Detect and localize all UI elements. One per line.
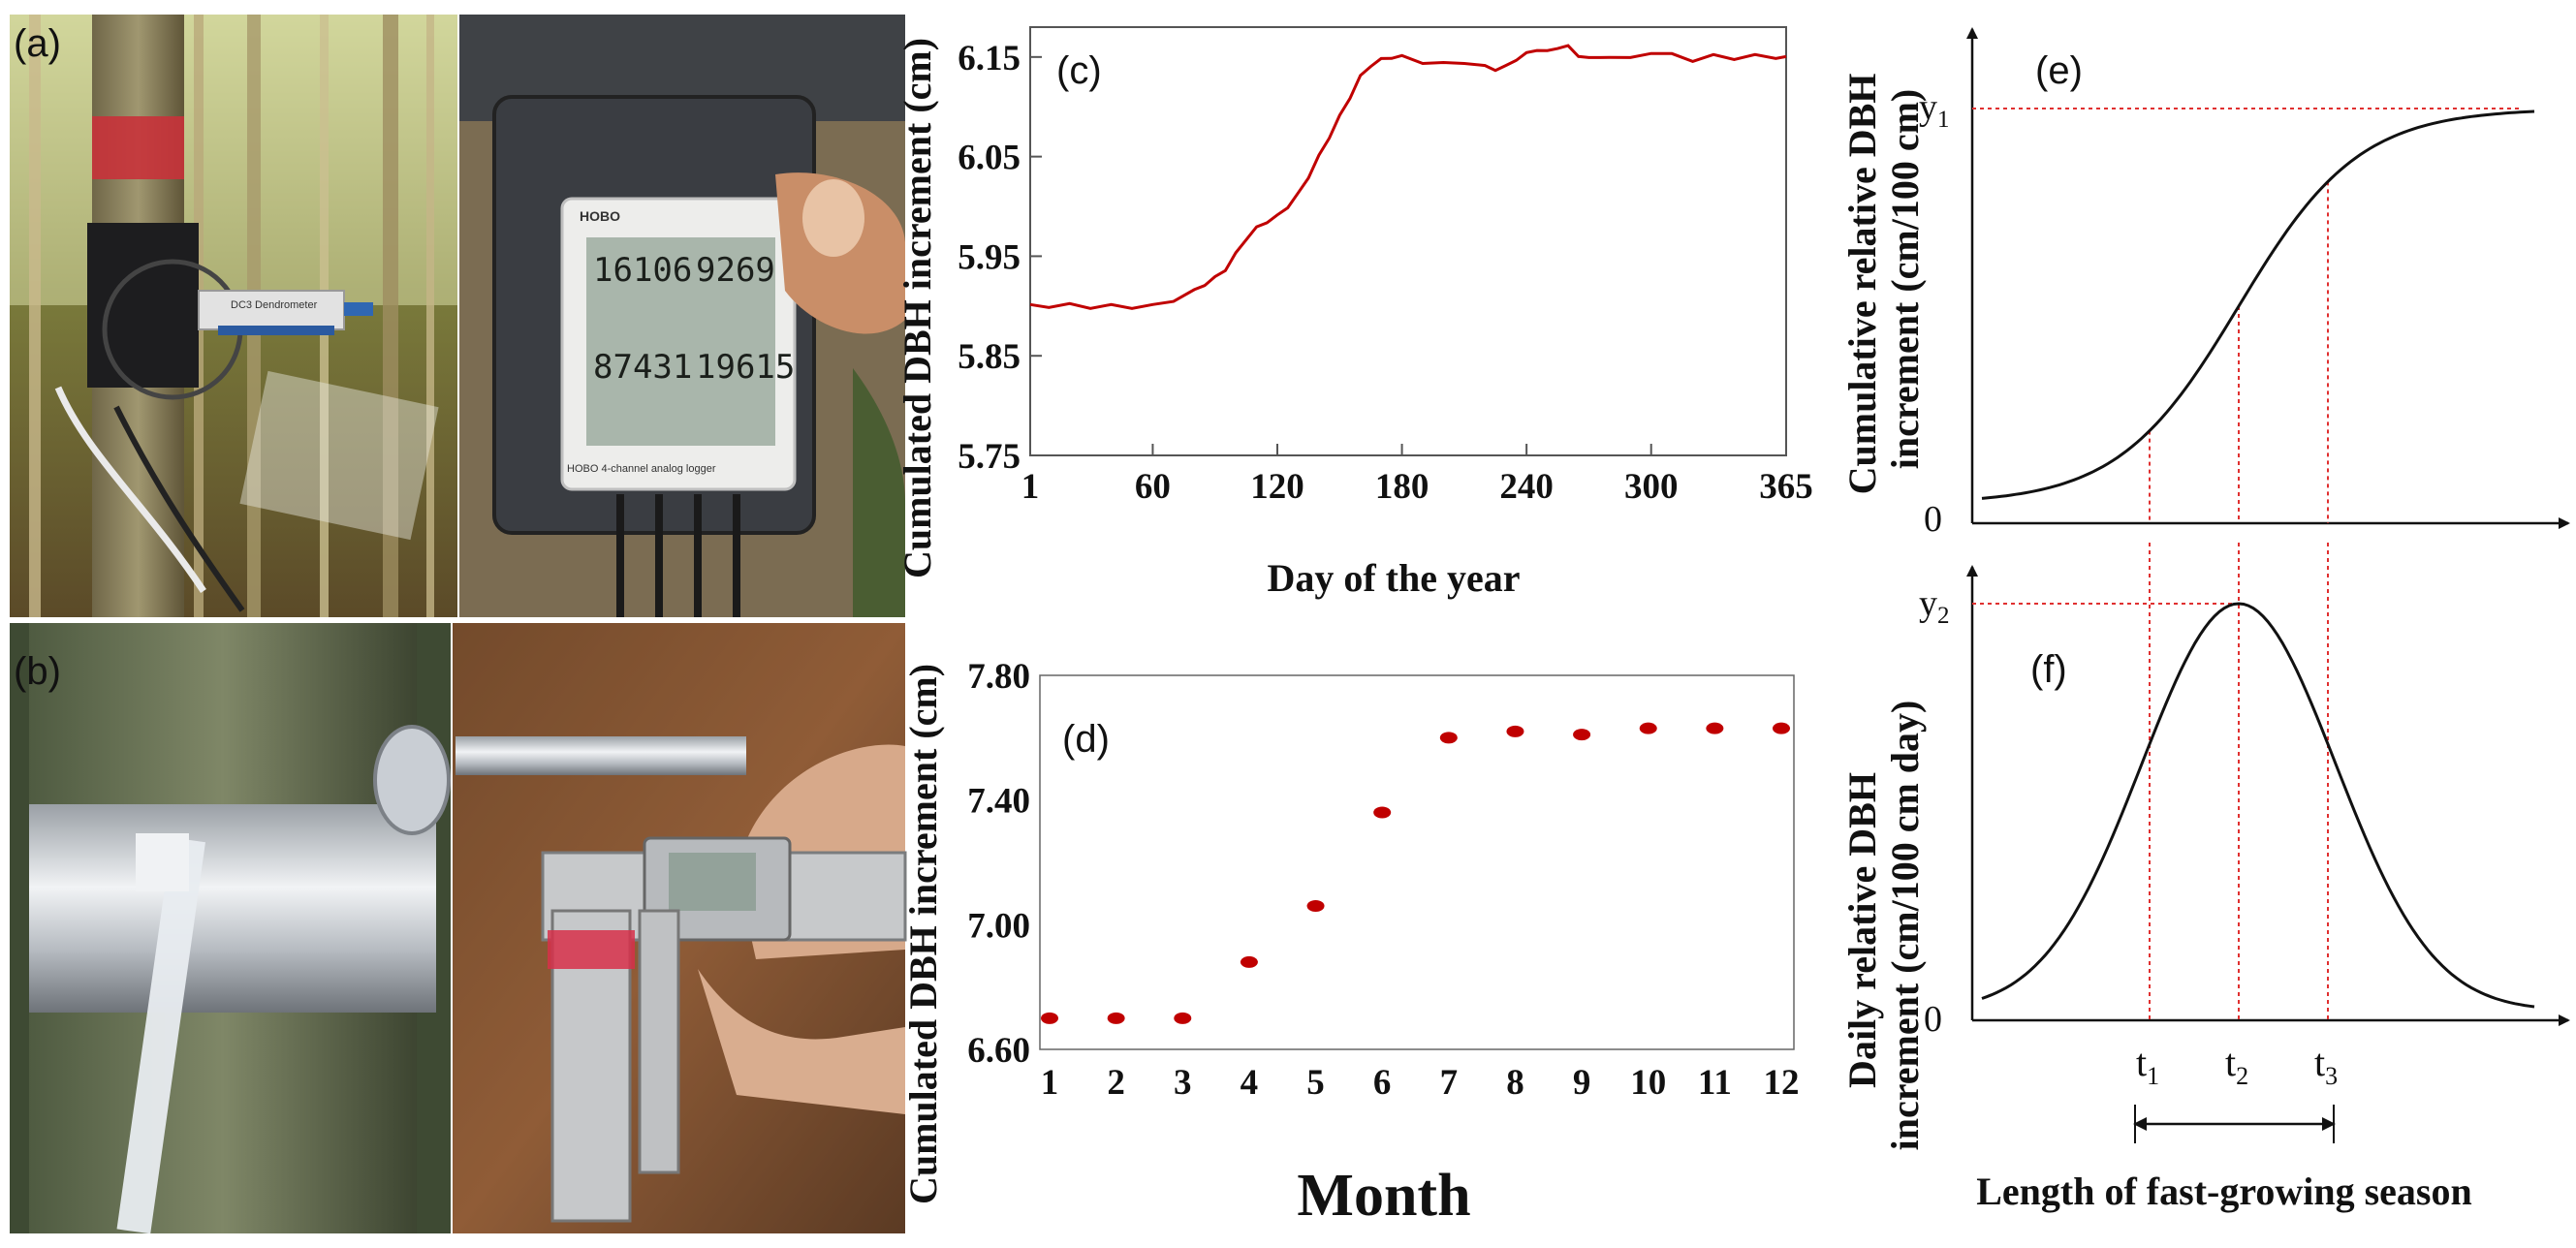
photo-a-dendrometer: DC3 Dendrometer <box>10 15 457 617</box>
chart-d-xtick-label: 3 <box>1174 1063 1192 1103</box>
chart-c-ytick-label: 5.85 <box>958 337 1021 377</box>
chart-e-ylabel-line2: increment (cm/100 cm) <box>1883 89 1927 469</box>
chart-d-point <box>1041 1012 1058 1024</box>
chart-e-ylabel: Cumulative relative DBH increment (cm/10… <box>1840 64 1927 495</box>
chart-e-y1-label: y1 <box>1919 87 1950 133</box>
chart-c-xtick-label: 180 <box>1375 467 1429 507</box>
dendrometer-label: DC3 Dendrometer <box>231 299 318 311</box>
chart-c: 5.755.855.956.056.15 1 60 120 180 240 300 365 … <box>895 26 1813 600</box>
chart-c-ytick-label: 6.05 <box>958 139 1021 178</box>
chart-c-ytick-label: 6.15 <box>958 39 1021 78</box>
chart-f-ylabel-line1: Daily relative DBH <box>1840 772 1884 1088</box>
chart-e-ylabel-line1: Cumulative relative DBH <box>1840 74 1884 495</box>
chart-f-zero-label: 0 <box>1924 999 1942 1040</box>
chart-d-frame <box>1039 674 1795 1050</box>
panel-label-e: (e) <box>2035 49 2083 92</box>
logger-reading-1: 16106 <box>593 251 692 290</box>
panel-label-a: (a) <box>14 22 61 65</box>
photo-a-logger: HOBO 16106 9269 87431 19615 HOBO 4-chann… <box>459 15 905 617</box>
chart-d-point <box>1639 722 1657 734</box>
logger-reading-3: 87431 <box>593 348 692 387</box>
chart-f-t2-label: t2 <box>2225 1041 2248 1090</box>
chart-f: (f) y2 0 t1 t2 t3 Length of fast-growing s… <box>1840 543 2570 1213</box>
chart-d-xtick-label: 7 <box>1440 1063 1459 1103</box>
chart-f-t3-label: t3 <box>2314 1041 2338 1090</box>
chart-c-xtick-label: 365 <box>1759 467 1813 507</box>
chart-c-xtick-label: 300 <box>1624 467 1679 507</box>
chart-d-xtick-label: 2 <box>1107 1063 1125 1103</box>
chart-d-xtick-label: 10 <box>1630 1063 1666 1103</box>
chart-d-xtick-label: 4 <box>1241 1063 1259 1103</box>
chart-d-xtick-label: 11 <box>1698 1063 1732 1103</box>
chart-f-ylabel: Daily relative DBH increment (cm/100 cm … <box>1840 701 1927 1151</box>
panel-label-d: (d) <box>1062 718 1110 761</box>
logger-brand: HOBO <box>580 208 620 224</box>
chart-c-ytick-label: 5.95 <box>958 237 1021 277</box>
chart-f-t1-label: t1 <box>2136 1041 2159 1090</box>
chart-c-frame <box>1029 26 1787 456</box>
chart-c-xtick-label: 240 <box>1499 467 1554 507</box>
photo-b-band <box>10 623 451 1234</box>
chart-d-ytick-label: 7.40 <box>967 782 1030 822</box>
chart-c-ylabel: Cumulated DBH increment (cm) <box>895 38 939 578</box>
chart-d-point <box>1773 722 1790 734</box>
chart-e: (e) y1 0 Cumulative relative DBH increme… <box>1840 27 2570 540</box>
chart-d-xtick-label: 6 <box>1373 1063 1392 1103</box>
chart-d-point <box>1373 806 1392 819</box>
panel-label-c: (c) <box>1056 49 1102 92</box>
chart-c-xlabel: Day of the year <box>1267 556 1520 600</box>
chart-c-ytick-label: 5.75 <box>958 437 1021 477</box>
chart-d-xtick-label: 8 <box>1506 1063 1524 1103</box>
chart-d-xtick-label: 5 <box>1306 1063 1325 1103</box>
chart-d-point <box>1306 900 1325 913</box>
chart-e-curve <box>1981 109 2535 500</box>
photo-b-caliper <box>453 623 907 1233</box>
chart-e-zero-label: 0 <box>1924 499 1942 540</box>
panel-label-f: (f) <box>2030 648 2067 691</box>
chart-f-curve <box>1981 602 2535 1009</box>
panel-label-b: (b) <box>14 650 61 693</box>
logger-footer: HOBO 4-channel analog logger <box>567 463 716 475</box>
chart-c-xtick-label: 1 <box>1021 467 1040 507</box>
chart-f-y2-label: y2 <box>1919 583 1950 629</box>
chart-d-point <box>1706 722 1724 734</box>
chart-c-xtick-label: 60 <box>1135 467 1171 507</box>
chart-d-ytick-label: 7.00 <box>967 906 1030 946</box>
chart-d-point <box>1107 1012 1125 1024</box>
chart-d-xtick-label: 12 <box>1764 1063 1800 1103</box>
chart-c-xtick-label: 120 <box>1250 467 1304 507</box>
chart-d-point <box>1573 729 1591 741</box>
chart-d-xlabel: Month <box>1297 1163 1470 1229</box>
chart-d-xtick-label: 9 <box>1573 1063 1591 1103</box>
chart-d-ytick-label: 6.60 <box>967 1031 1030 1071</box>
chart-d: 6.607.007.407.80 1 2 3 4 5 6 7 8 9 10 11 12 (d) Mon… <box>901 657 1800 1229</box>
logger-reading-2: 9269 <box>696 251 775 290</box>
chart-c-series-line <box>1029 44 1787 310</box>
chart-f-xlabel: Length of fast-growing season <box>1976 1170 2472 1213</box>
chart-d-ytick-label: 7.80 <box>967 657 1030 697</box>
chart-f-ylabel-line2: increment (cm/100 cm day) <box>1883 701 1927 1151</box>
chart-d-ylabel: Cumulated DBH increment (cm) <box>901 664 945 1204</box>
chart-d-point <box>1174 1012 1192 1024</box>
chart-d-point <box>1439 732 1458 744</box>
chart-d-point <box>1240 955 1258 968</box>
chart-d-xtick-label: 1 <box>1041 1063 1059 1103</box>
logger-reading-4: 19615 <box>696 348 795 387</box>
chart-d-point <box>1506 725 1524 737</box>
